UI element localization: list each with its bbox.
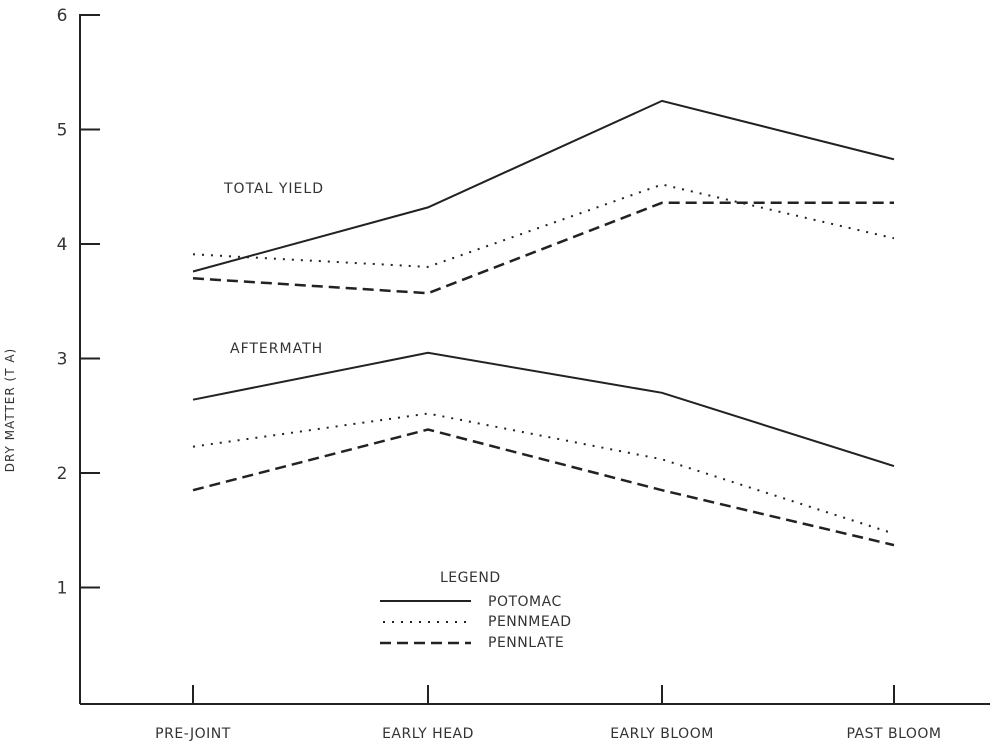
x-tick-label-early-bloom: EARLY BLOOM xyxy=(610,726,714,742)
series-aftermath-potomac xyxy=(192,351,895,468)
series-total-yield-pennlate xyxy=(192,201,894,295)
y-tick-label-2: 2 xyxy=(57,464,68,484)
annotation-total-yield: TOTAL YIELD xyxy=(223,181,324,197)
series-total-yield-pennmead xyxy=(192,183,895,268)
y-tick-label-1: 1 xyxy=(57,579,68,599)
y-axis-label: DRY MATTER (T A) xyxy=(3,348,17,473)
y-tick-label-3: 3 xyxy=(57,350,68,370)
series-total-yield-potomac xyxy=(192,99,895,273)
legend-title: LEGEND xyxy=(440,570,501,586)
annotation-aftermath: AFTERMATH xyxy=(230,341,323,357)
legend: LEGEND POTOMAC PENNMEAD PENNLATE xyxy=(380,570,572,651)
y-tick-label-5: 5 xyxy=(57,121,68,141)
legend-label-pennlate: PENNLATE xyxy=(488,635,564,651)
series-aftermath-pennlate xyxy=(192,428,895,547)
x-tick-label-early-head: EARLY HEAD xyxy=(382,726,474,742)
y-tick-label-6: 6 xyxy=(57,6,68,26)
x-tick-label-past-bloom: PAST BLOOM xyxy=(846,726,941,742)
series-layer xyxy=(192,99,895,547)
legend-label-pennmead: PENNMEAD xyxy=(488,614,572,630)
legend-label-potomac: POTOMAC xyxy=(488,594,562,610)
series-aftermath-pennmead xyxy=(192,412,895,535)
y-tick-label-4: 4 xyxy=(57,235,68,255)
y-ticks: 1 2 3 4 5 6 xyxy=(57,6,100,599)
x-tick-label-pre-joint: PRE-JOINT xyxy=(155,726,231,742)
x-ticks: PRE-JOINT EARLY HEAD EARLY BLOOM PAST BLOOM xyxy=(155,685,941,742)
